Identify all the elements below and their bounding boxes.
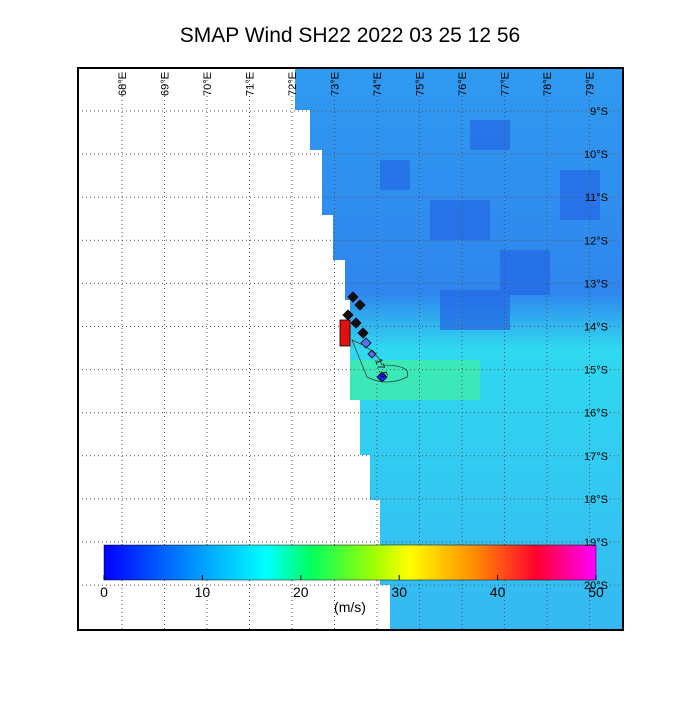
latitude-label: 13°S bbox=[584, 278, 608, 290]
graticule bbox=[78, 68, 623, 630]
longitude-label: 69°E bbox=[160, 72, 172, 96]
colorbar-tick-label: 10 bbox=[195, 584, 211, 600]
wind-cells bbox=[380, 120, 600, 330]
longitude-label: 71°E bbox=[245, 72, 257, 96]
longitude-label: 72°E bbox=[287, 72, 299, 96]
latitude-label: 17°S bbox=[584, 451, 608, 463]
latitude-label: 9°S bbox=[590, 106, 608, 118]
colorbar-tick-label: 40 bbox=[490, 584, 506, 600]
latitude-label: 20°S bbox=[584, 580, 608, 592]
colorbar-tick-label: 50 bbox=[588, 584, 604, 600]
colorbar-unit: (m/s) bbox=[334, 599, 366, 615]
longitude-label: 75°E bbox=[415, 72, 427, 96]
longitude-label: 79°E bbox=[585, 72, 597, 96]
colorbar-tick-label: 30 bbox=[391, 584, 407, 600]
latitude-label: 19°S bbox=[584, 537, 608, 549]
longitude-label: 77°E bbox=[500, 72, 512, 96]
longitude-label: 76°E bbox=[457, 72, 469, 96]
longitude-label: 70°E bbox=[202, 72, 214, 96]
longitude-label: 78°E bbox=[542, 72, 554, 96]
longitude-label: 68°E bbox=[117, 72, 129, 96]
longitude-label: 73°E bbox=[330, 72, 342, 96]
longitude-label: 74°E bbox=[372, 72, 384, 96]
title: SMAP Wind SH22 2022 03 25 12 56 bbox=[180, 24, 521, 47]
latitude-label: 15°S bbox=[584, 365, 608, 377]
colorbar bbox=[103, 544, 597, 581]
wind-cells bbox=[350, 360, 480, 400]
colorbar-tick-label: 20 bbox=[293, 584, 309, 600]
colorbar-tick-label: 0 bbox=[100, 584, 108, 600]
latitude-label: 11°S bbox=[585, 192, 608, 204]
latitude-label: 12°S bbox=[584, 235, 608, 247]
latitude-label: 18°S bbox=[584, 494, 608, 506]
map-frame bbox=[77, 67, 624, 631]
latitude-label: 10°S bbox=[584, 149, 608, 161]
latitude-label: 16°S bbox=[584, 408, 608, 420]
storm-markers bbox=[339, 291, 409, 383]
latitude-label: 14°S bbox=[584, 322, 608, 334]
